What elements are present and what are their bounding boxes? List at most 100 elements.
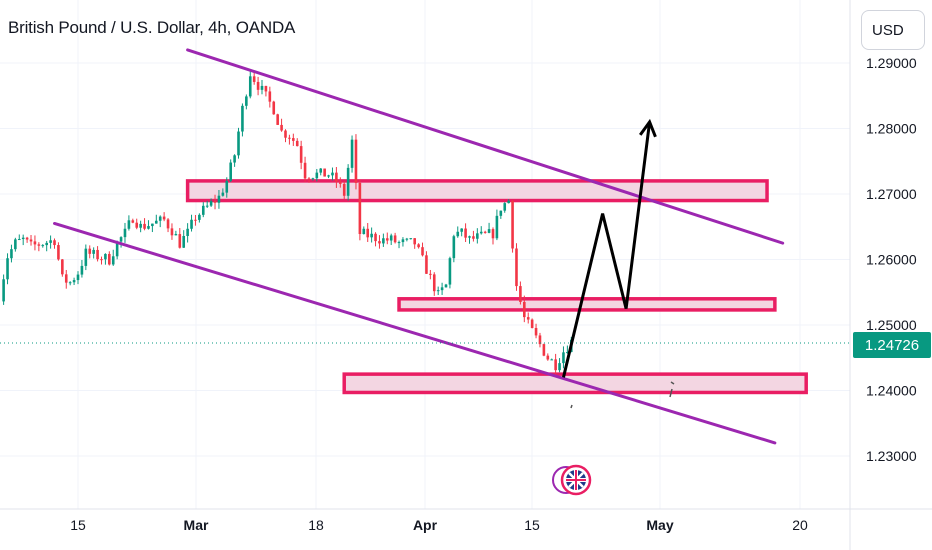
candle-body xyxy=(127,220,131,229)
candle-body xyxy=(194,219,197,221)
candle-body xyxy=(237,131,240,156)
candle-body xyxy=(205,205,209,207)
candle-body xyxy=(111,256,115,265)
time-tick-label: May xyxy=(646,517,673,533)
descending-channel xyxy=(53,48,785,445)
candle-body xyxy=(225,180,229,193)
candle-body xyxy=(151,223,154,227)
candle-body xyxy=(88,248,92,254)
candle-body xyxy=(108,253,111,265)
candle-body xyxy=(6,258,9,280)
price-tick-label: 1.29000 xyxy=(866,55,917,71)
candle-body xyxy=(186,228,189,236)
candle-body xyxy=(248,76,252,97)
candle-body xyxy=(182,235,186,248)
candle-body xyxy=(526,317,530,320)
candle-body xyxy=(178,234,182,248)
candle-body xyxy=(104,253,107,260)
candle-body xyxy=(241,105,244,132)
candle-body xyxy=(53,240,56,246)
candle-body xyxy=(452,236,456,259)
price-path xyxy=(2,71,573,376)
candle-body xyxy=(49,240,52,243)
candle-body xyxy=(315,172,319,179)
candle-body xyxy=(507,200,510,204)
candle-body xyxy=(331,172,334,176)
time-axis[interactable]: 15 Mar 18 Apr 15 May 20 xyxy=(70,517,808,533)
candle-body xyxy=(366,228,370,238)
sr-zone xyxy=(397,297,777,312)
candle-body xyxy=(491,229,495,239)
candle-body xyxy=(272,101,276,115)
candle-body xyxy=(10,249,13,259)
candle-body xyxy=(374,233,377,242)
candle-body xyxy=(119,237,123,242)
candle-body xyxy=(123,228,127,238)
candle-body xyxy=(499,210,503,216)
candle-body xyxy=(17,239,21,241)
candle-body xyxy=(554,359,557,371)
candle-body xyxy=(538,335,542,345)
time-tick-label: 18 xyxy=(308,517,324,533)
candle-body xyxy=(233,155,236,163)
candle-body xyxy=(295,140,299,147)
candle-body xyxy=(33,241,37,245)
candle-body xyxy=(440,287,444,291)
candle-body xyxy=(432,274,436,292)
candle-body xyxy=(260,85,264,90)
candle-body xyxy=(346,167,350,196)
candle-body xyxy=(21,237,25,240)
price-tick-label: 1.26000 xyxy=(866,252,917,268)
candle-body xyxy=(284,130,287,138)
candle-body xyxy=(41,245,45,247)
cursor-marks xyxy=(570,381,675,409)
candle-body xyxy=(358,182,362,235)
support-resistance-zones xyxy=(185,179,808,395)
currency-selector-button[interactable]: USD xyxy=(861,10,925,50)
uk-flag-icon[interactable] xyxy=(552,464,592,496)
candle-body xyxy=(562,352,565,364)
candle-body xyxy=(299,146,303,163)
candle-body xyxy=(456,231,460,237)
candle-body xyxy=(519,286,522,302)
candle-body xyxy=(143,223,146,229)
candle-body xyxy=(542,344,546,356)
candle-body xyxy=(68,282,72,284)
candle-body xyxy=(198,214,201,220)
grid-lines xyxy=(0,0,850,509)
candle-body xyxy=(417,244,420,248)
candle-body xyxy=(401,239,405,243)
candle-body xyxy=(448,258,452,285)
candle-body xyxy=(307,178,311,180)
candle-body xyxy=(115,241,119,257)
candle-body xyxy=(397,242,401,244)
candle-body xyxy=(393,235,397,243)
candle-body xyxy=(495,215,499,239)
candle-body xyxy=(37,244,41,246)
candle-body xyxy=(64,274,68,283)
candle-body xyxy=(354,139,358,183)
candle-body xyxy=(487,229,491,233)
candle-body xyxy=(503,203,507,211)
candle-body xyxy=(436,290,440,292)
candle-body xyxy=(155,220,158,224)
candle-body xyxy=(25,237,29,240)
candle-body xyxy=(221,192,225,196)
time-tick-label: 15 xyxy=(70,517,86,533)
candle-body xyxy=(405,238,409,240)
candle-body xyxy=(464,228,467,238)
candle-body xyxy=(80,265,84,275)
candle-body xyxy=(162,216,166,220)
candle-body xyxy=(389,235,393,241)
candle-body xyxy=(530,319,534,328)
candle-body xyxy=(429,273,432,275)
candle-body xyxy=(566,352,569,354)
candle-body xyxy=(511,200,514,249)
time-tick-label: Mar xyxy=(184,517,209,533)
candle-body xyxy=(190,219,193,229)
price-axis[interactable]: 1.29000 1.28000 1.27000 1.26000 1.25000 1.240… xyxy=(866,55,917,464)
candle-body xyxy=(131,220,135,223)
projected-path xyxy=(562,118,657,378)
candle-body xyxy=(546,355,550,360)
